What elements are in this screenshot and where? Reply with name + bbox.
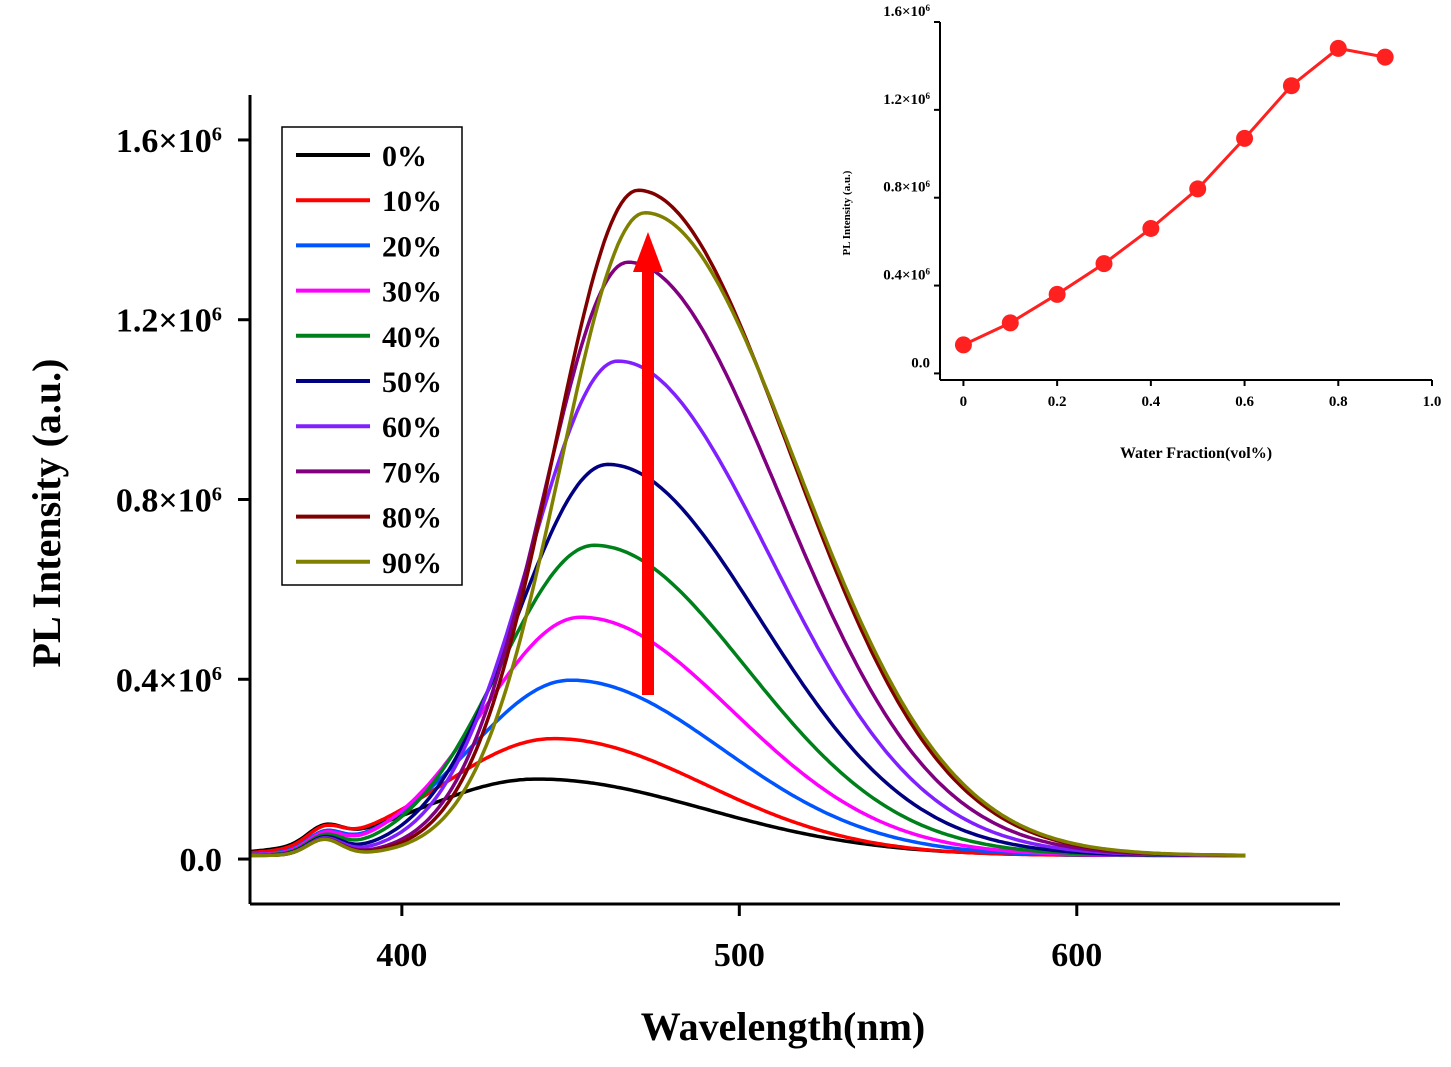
inset-y-tick-label: 0.8×106: [883, 179, 930, 196]
legend-label: 0%: [382, 140, 427, 173]
main-y-tick-label-base: 0.8×10: [116, 483, 212, 520]
inset-data-point: [1095, 255, 1113, 273]
inset-data-point: [954, 336, 972, 354]
increase-arrow: [633, 232, 663, 695]
inset-data-point: [1189, 180, 1207, 198]
inset-y-tick-label-base: 0.4×10: [883, 268, 925, 284]
inset-data-point: [1142, 219, 1160, 237]
series-line-60pct: [250, 359, 1246, 858]
main-y-tick-label-exponent: 6: [212, 483, 222, 505]
main-y-tick-label: 0.0: [180, 842, 223, 879]
main-x-tick-label: 500: [714, 937, 765, 974]
emission-curves: [249, 188, 1246, 858]
inset-y-tick-label: 1.6×106: [883, 3, 930, 20]
main-y-tick-label-base: 1.6×10: [116, 123, 212, 160]
legend-label: 60%: [382, 411, 442, 444]
legend-label: 40%: [382, 321, 442, 354]
series-line-10pct: [249, 736, 1246, 858]
inset-y-tick-label-exponent: 6: [926, 267, 931, 277]
main-chart: 400 500 6000.00.4×1060.8×1061.2×1061.6×106…: [24, 95, 1340, 1049]
inset-data-point: [1376, 48, 1394, 66]
inset-y-tick-label-exponent: 6: [926, 3, 931, 13]
inset-data-point: [1329, 39, 1347, 57]
main-y-tick-label: 1.6×106: [116, 123, 222, 160]
series-line-70pct: [250, 260, 1246, 858]
main-x-tick-label: 600: [1051, 937, 1102, 974]
main-y-tick-label: 0.4×106: [116, 662, 222, 699]
main-y-tick-label: 0.8×106: [116, 483, 222, 520]
legend-box: [281, 126, 463, 586]
inset-data-point: [1001, 314, 1019, 332]
inset-y-tick-label-base: 1.2×10: [883, 92, 925, 108]
inset-y-tick-label-exponent: 6: [926, 179, 931, 189]
main-y-tick-label-exponent: 6: [212, 663, 222, 685]
main-y-tick-label-base: 0.4×10: [116, 662, 212, 699]
inset-y-tick-label: 0.4×106: [883, 267, 930, 284]
inset-data-point: [1282, 77, 1300, 95]
legend-label: 70%: [382, 456, 442, 489]
inset-x-tick-label: 0.2: [1048, 394, 1067, 410]
increase-arrow-head: [633, 232, 663, 272]
inset-y-tick-label-base: 1.6×10: [883, 4, 925, 20]
inset-x-tick-label: 1.0: [1423, 394, 1442, 410]
legend-label: 20%: [382, 230, 442, 263]
inset-ticks: 0 0.2 0.4 0.6 0.8 1.00.00.4×1060.8×1061.2×106…: [883, 3, 1441, 410]
inset-x-tick-label: 0.4: [1141, 394, 1160, 410]
inset-x-axis-title: Water Fraction(vol%): [1120, 445, 1272, 462]
main-y-tick-label: 1.2×106: [116, 303, 222, 340]
legend-label: 10%: [382, 185, 442, 218]
inset-data-point: [1236, 129, 1254, 147]
main-x-axis-title: Wavelength(nm): [641, 1004, 925, 1049]
inset-x-tick-label: 0.8: [1329, 394, 1348, 410]
legend-label: 90%: [382, 547, 442, 580]
legend-label: 80%: [382, 502, 442, 535]
inset-chart: 0 0.2 0.4 0.6 0.8 1.00.00.4×1060.8×1061.2×106…: [841, 3, 1441, 462]
inset-y-tick-label-base: 0.8×10: [883, 180, 925, 196]
inset-y-tick-label-exponent: 6: [926, 91, 931, 101]
legend-label: 30%: [382, 276, 442, 309]
inset-series: [954, 39, 1394, 354]
legend-label: 50%: [382, 366, 442, 399]
inset-y-axis-title: PL Intensity (a.u.): [841, 170, 853, 255]
inset-x-tick-label: 0: [960, 394, 968, 410]
series-line-90pct: [250, 211, 1246, 858]
main-x-tick-label: 400: [376, 937, 427, 974]
series-line-20pct: [249, 678, 1246, 858]
inset-series-line: [962, 46, 1386, 347]
main-y-tick-label-exponent: 6: [212, 124, 222, 146]
main-y-tick-label-exponent: 6: [212, 304, 222, 326]
inset-y-tick-label: 0.0: [911, 355, 930, 371]
main-y-tick-label-base: 1.2×10: [116, 303, 212, 340]
inset-y-tick-label: 1.2×106: [883, 91, 930, 108]
main-y-axis-title: PL Intensity (a.u.): [24, 359, 69, 668]
inset-x-tick-label: 0.6: [1235, 394, 1254, 410]
inset-data-point: [1048, 285, 1066, 303]
legend: 0% 10% 20% 30% 40% 50% 60% 70% 80% 90%: [281, 126, 463, 586]
